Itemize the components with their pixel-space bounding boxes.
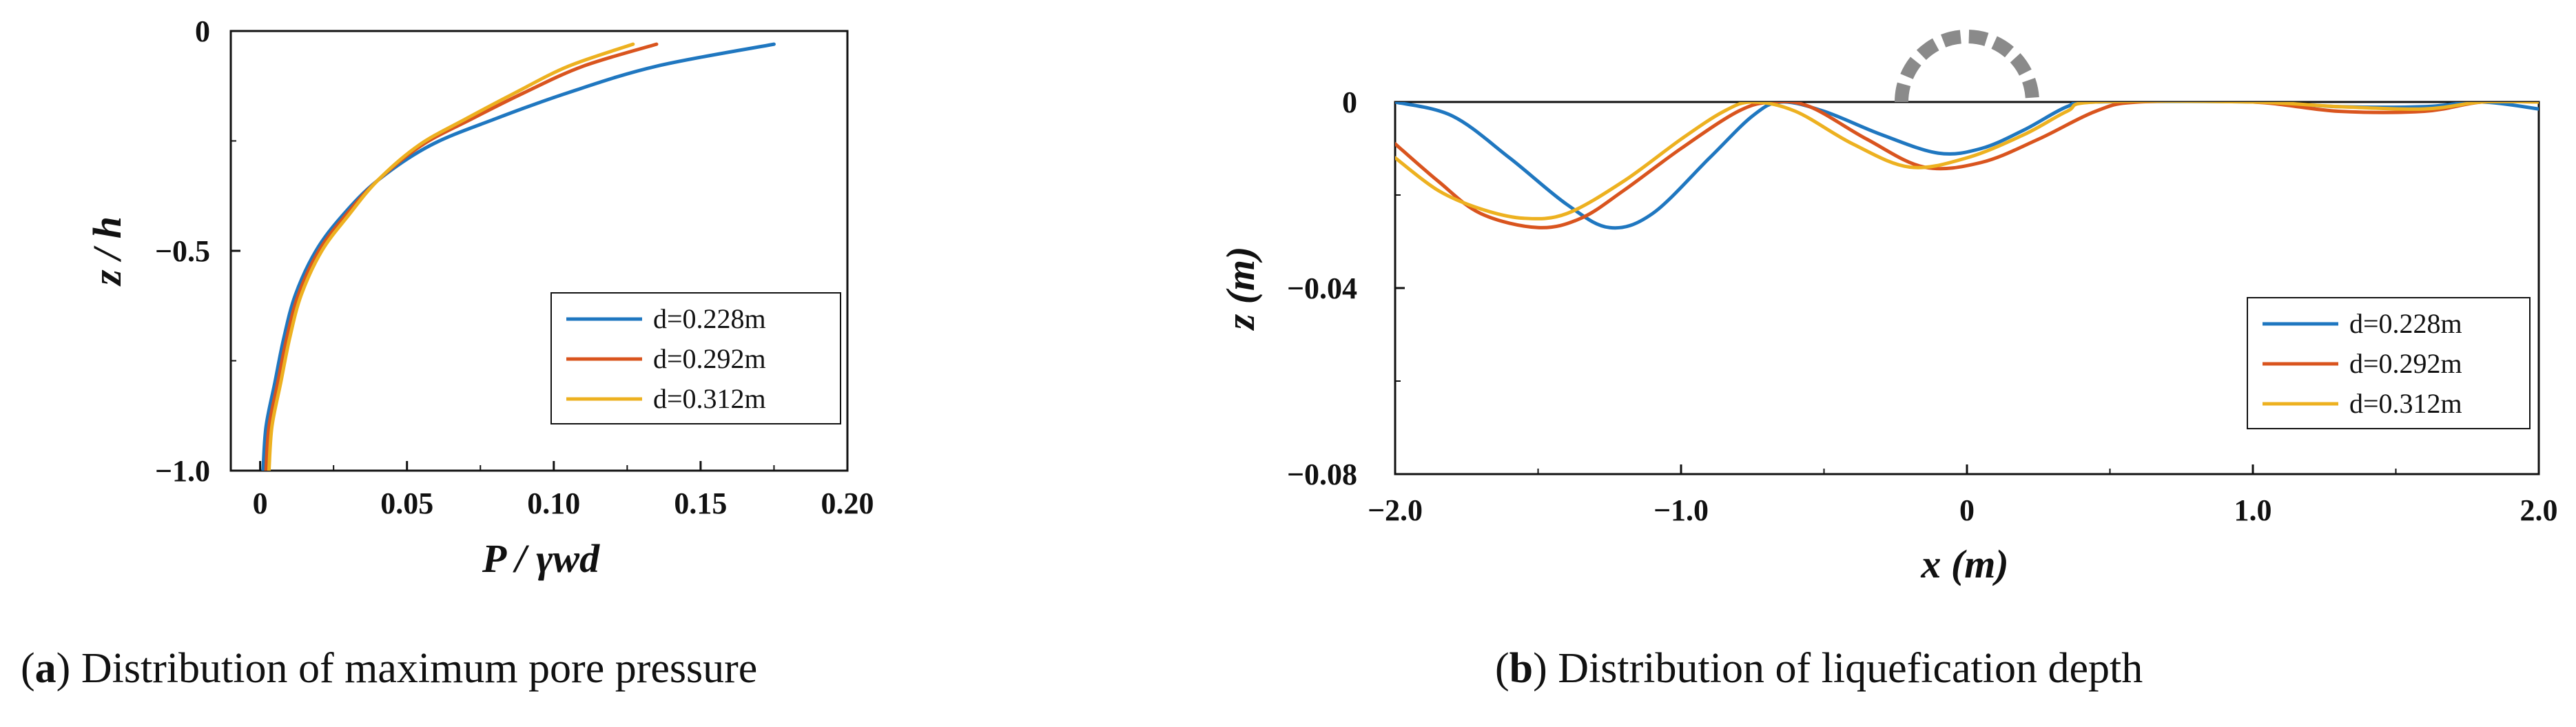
series-line-3 (1395, 102, 2539, 221)
y-tick-label: −1.0 (155, 454, 210, 488)
x-tick-label: −2.0 (1368, 493, 1423, 527)
caption-b-text: Distribution of liquefication depth (1558, 645, 2143, 692)
x-tick-label: −1.0 (1653, 493, 1709, 527)
caption-a: (a) Distribution of maximum pore pressur… (21, 645, 758, 692)
caption-a-text: Distribution of maximum pore pressure (81, 645, 758, 692)
legend-label: d=0.312m (2349, 388, 2462, 419)
legend-label: d=0.292m (653, 343, 766, 374)
x-tick-label: 1.0 (2234, 493, 2272, 527)
x-tick-label: 0.05 (380, 487, 433, 520)
y-tick-label: −0.04 (1287, 272, 1357, 305)
legend-label: d=0.228m (653, 303, 766, 334)
x-tick-label: 2.0 (2520, 493, 2558, 527)
y-tick-label: −0.5 (155, 234, 210, 268)
y-axis-label: z (m) (1218, 247, 1263, 331)
legend-label: d=0.228m (2349, 308, 2462, 339)
series-group (1395, 102, 2539, 230)
caption-b-label: b (1509, 645, 1534, 692)
series-line-2 (264, 42, 659, 471)
series-line-3 (267, 42, 635, 471)
caption-b: (b) Distribution of liquefication depth (1495, 645, 2143, 692)
x-axis-label: P / γwd (482, 536, 600, 581)
chart-panel-a: 0 0.05 0.10 0.15 0.20 0 −0.5 −1.0 P / γwd z / h d=… (85, 14, 874, 581)
x-tick-label: 0.15 (674, 487, 727, 520)
series-line-2 (1395, 102, 2539, 229)
y-tick-label: −0.08 (1287, 458, 1357, 491)
x-tick-label: 0 (253, 487, 268, 520)
y-axis-label: z / h (85, 216, 130, 287)
pipe-outline (1895, 30, 2039, 103)
legend: d=0.228m d=0.292m d=0.312m (2247, 297, 2531, 429)
caption-a-label: a (34, 645, 56, 692)
x-tick-label: 0.20 (821, 487, 874, 520)
chart-panel-b: −2.0 −1.0 0 1.0 2.0 0 −0.04 −0.08 x (m) z (m) d=0.… (1218, 30, 2558, 586)
legend-label: d=0.292m (2349, 348, 2462, 379)
y-tick-label: 0 (1342, 85, 1357, 119)
x-tick-label: 0.10 (527, 487, 580, 520)
y-tick-label: 0 (195, 14, 210, 48)
x-tick-label: 0 (1959, 493, 1975, 527)
legend: d=0.228m d=0.292m d=0.312m (550, 292, 841, 424)
legend-label: d=0.312m (653, 383, 766, 414)
x-axis-label: x (m) (1920, 542, 2008, 586)
series-group (261, 42, 776, 471)
